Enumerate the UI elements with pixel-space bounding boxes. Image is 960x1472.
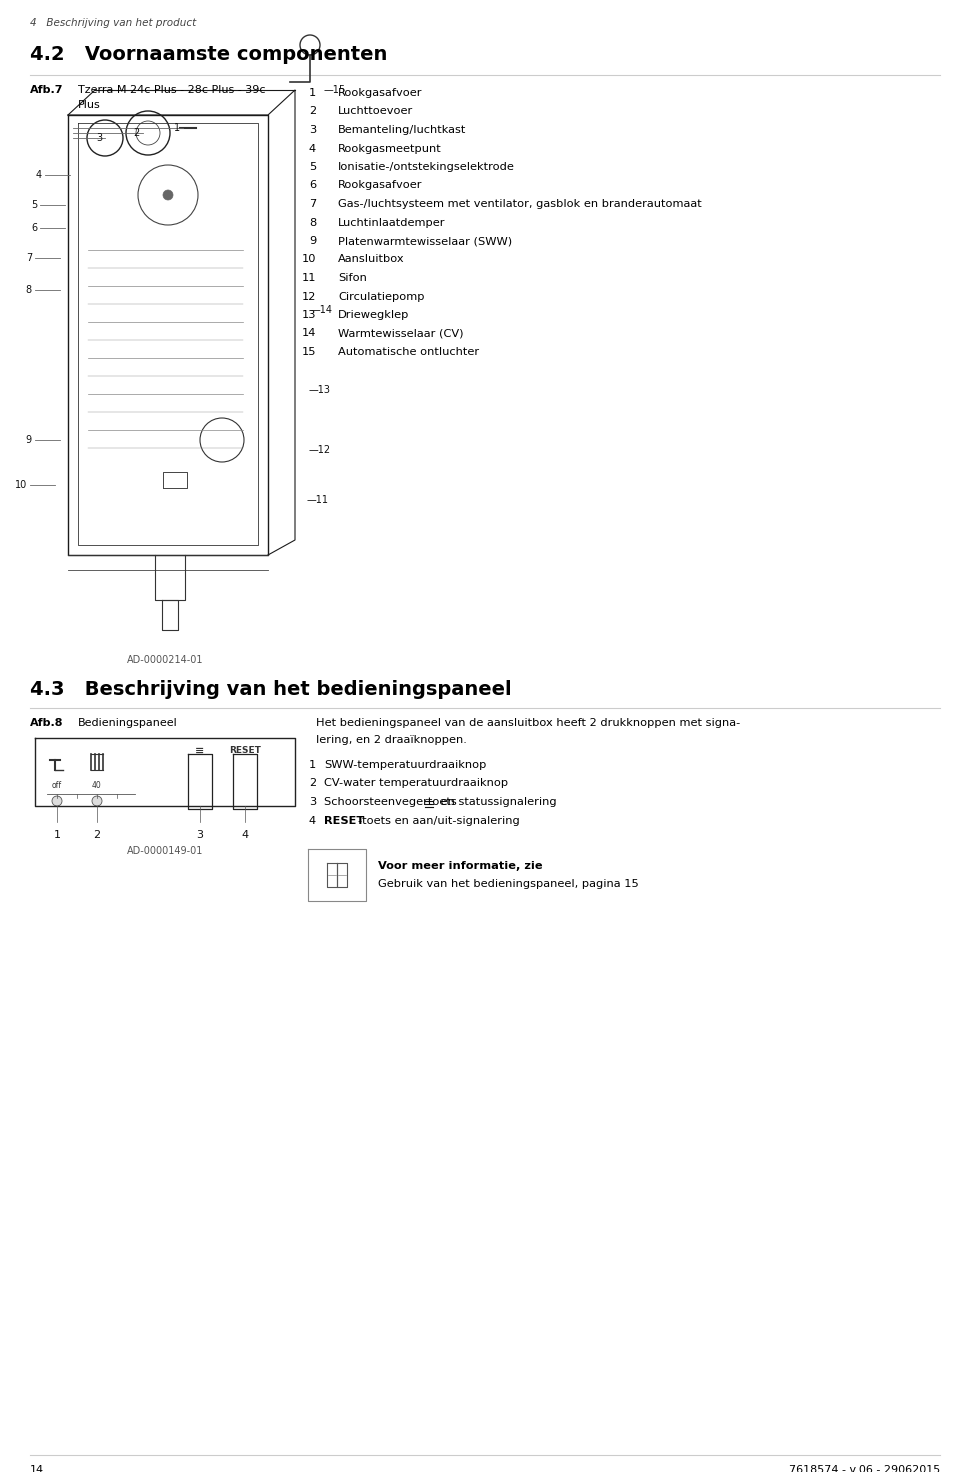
- Text: 4: 4: [241, 830, 249, 841]
- Text: 3: 3: [197, 830, 204, 841]
- Text: 4: 4: [309, 143, 316, 153]
- Text: Driewegklep: Driewegklep: [338, 311, 409, 319]
- Text: 7618574 - v.06 - 29062015: 7618574 - v.06 - 29062015: [789, 1465, 940, 1472]
- Text: 2: 2: [309, 106, 316, 116]
- Text: Ionisatie-/ontstekingselektrode: Ionisatie-/ontstekingselektrode: [338, 162, 515, 172]
- Text: —11: —11: [307, 495, 329, 505]
- Text: Bemanteling/luchtkast: Bemanteling/luchtkast: [338, 125, 467, 135]
- Text: 8: 8: [26, 286, 32, 294]
- Text: Voor meer informatie, zie: Voor meer informatie, zie: [378, 861, 542, 871]
- Text: 9: 9: [309, 236, 316, 246]
- Text: 40: 40: [92, 782, 102, 790]
- Text: RESET: RESET: [229, 746, 261, 755]
- Text: ≡: ≡: [195, 746, 204, 757]
- Text: Het bedieningspaneel van de aansluitbox heeft 2 drukknoppen met signa-: Het bedieningspaneel van de aansluitbox …: [316, 718, 740, 729]
- Text: 6: 6: [31, 222, 37, 233]
- Text: Bedieningspaneel: Bedieningspaneel: [78, 718, 178, 729]
- Text: Plus: Plus: [78, 100, 101, 110]
- Text: 8: 8: [309, 218, 316, 228]
- Text: 9: 9: [26, 436, 32, 445]
- Text: Automatische ontluchter: Automatische ontluchter: [338, 347, 479, 358]
- Text: Platenwarmtewisselaar (SWW): Platenwarmtewisselaar (SWW): [338, 236, 512, 246]
- Text: 1: 1: [54, 830, 60, 841]
- Text: 2: 2: [93, 830, 101, 841]
- Circle shape: [163, 190, 173, 200]
- Text: Afb.8: Afb.8: [30, 718, 63, 729]
- Text: Rookgasafvoer: Rookgasafvoer: [338, 181, 422, 190]
- Text: 14: 14: [301, 328, 316, 339]
- Text: Rookgasafvoer: Rookgasafvoer: [338, 88, 422, 99]
- Text: Warmtewisselaar (CV): Warmtewisselaar (CV): [338, 328, 464, 339]
- Text: Tzerra M 24c Plus - 28c Plus - 39c: Tzerra M 24c Plus - 28c Plus - 39c: [78, 85, 266, 96]
- Text: AD-0000214-01: AD-0000214-01: [127, 655, 204, 665]
- Text: Schoorsteenvegertoets: Schoorsteenvegertoets: [324, 796, 461, 807]
- Text: 3: 3: [309, 796, 316, 807]
- Text: 5: 5: [309, 162, 316, 172]
- Text: Circulatiepomp: Circulatiepomp: [338, 291, 424, 302]
- Text: 13: 13: [301, 311, 316, 319]
- Text: Luchtinlaatdemper: Luchtinlaatdemper: [338, 218, 445, 228]
- Text: 15: 15: [301, 347, 316, 358]
- Text: 1: 1: [174, 124, 180, 132]
- Text: —13: —13: [309, 386, 331, 394]
- Text: 4.3   Beschrijving van het bedieningspaneel: 4.3 Beschrijving van het bedieningspanee…: [30, 680, 512, 699]
- Text: 10: 10: [14, 480, 27, 490]
- Text: CV-water temperatuurdraaiknop: CV-water temperatuurdraaiknop: [324, 779, 508, 789]
- Text: Luchttoevoer: Luchttoevoer: [338, 106, 413, 116]
- Text: 4: 4: [36, 169, 42, 180]
- Text: 7: 7: [309, 199, 316, 209]
- Circle shape: [92, 796, 102, 807]
- Text: lering, en 2 draaïknoppen.: lering, en 2 draaïknoppen.: [316, 735, 467, 745]
- Text: 2: 2: [133, 128, 140, 138]
- Text: —15: —15: [324, 85, 347, 96]
- Text: —12: —12: [309, 445, 331, 455]
- Text: 4: 4: [309, 815, 316, 826]
- Text: AD-0000149-01: AD-0000149-01: [127, 846, 204, 857]
- Text: 3: 3: [96, 132, 102, 143]
- Text: en statussignalering: en statussignalering: [437, 796, 557, 807]
- Text: Gebruik van het bedieningspaneel, pagina 15: Gebruik van het bedieningspaneel, pagina…: [378, 879, 638, 889]
- Text: 10: 10: [301, 255, 316, 265]
- Text: RESET: RESET: [324, 815, 364, 826]
- Text: 1: 1: [309, 760, 316, 770]
- Text: 4.2   Voornaamste componenten: 4.2 Voornaamste componenten: [30, 46, 388, 63]
- Text: Rookgasmeetpunt: Rookgasmeetpunt: [338, 143, 442, 153]
- Text: 2: 2: [309, 779, 316, 789]
- Text: 5: 5: [31, 200, 37, 210]
- Text: 4   Beschrijving van het product: 4 Beschrijving van het product: [30, 18, 196, 28]
- Text: 7: 7: [26, 253, 32, 263]
- Text: 3: 3: [309, 125, 316, 135]
- Text: off: off: [52, 782, 62, 790]
- Text: 11: 11: [301, 272, 316, 283]
- Text: 1: 1: [309, 88, 316, 99]
- Circle shape: [52, 796, 62, 807]
- Text: Aansluitbox: Aansluitbox: [338, 255, 404, 265]
- Text: Afb.7: Afb.7: [30, 85, 63, 96]
- Text: Gas-/luchtsysteem met ventilator, gasblok en branderautomaat: Gas-/luchtsysteem met ventilator, gasblo…: [338, 199, 702, 209]
- Text: SWW-temperatuurdraaiknop: SWW-temperatuurdraaiknop: [324, 760, 487, 770]
- Text: 12: 12: [301, 291, 316, 302]
- Text: —14: —14: [311, 305, 333, 315]
- Text: Sifon: Sifon: [338, 272, 367, 283]
- Text: 6: 6: [309, 181, 316, 190]
- Text: -toets en aan/uit-signalering: -toets en aan/uit-signalering: [358, 815, 519, 826]
- Text: 14: 14: [30, 1465, 44, 1472]
